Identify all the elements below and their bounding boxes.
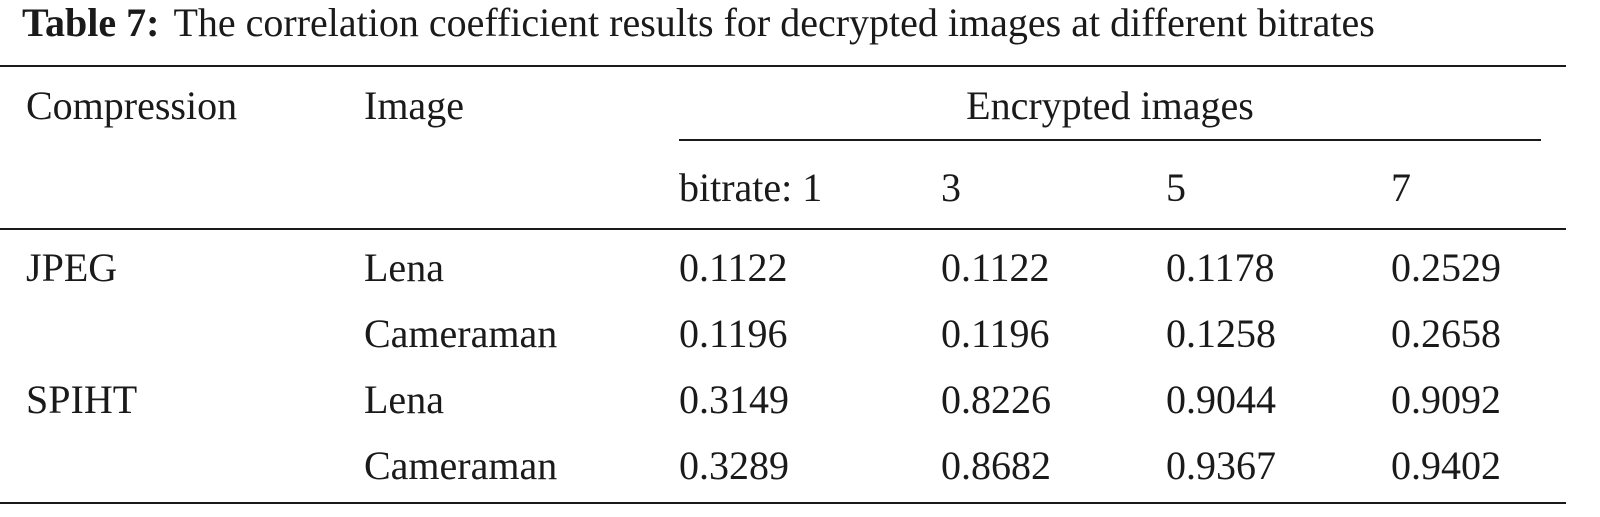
- row-4-image: Cameraman: [364, 443, 558, 488]
- header-encrypted-images: Encrypted images: [966, 83, 1254, 128]
- header-compression: Compression: [26, 83, 238, 128]
- row-3-image: Lena: [364, 377, 444, 422]
- row-2-bitrate-3: 0.1196: [941, 311, 1050, 356]
- top-rule: [0, 65, 1566, 67]
- header-bitrate-7: 7: [1391, 165, 1411, 210]
- caption-label: Table 7:: [22, 0, 160, 45]
- group-subrule: [679, 139, 1541, 141]
- header-bitrate-3: 3: [941, 165, 961, 210]
- row-2-bitrate-7: 0.2658: [1391, 311, 1501, 356]
- row-4-bitrate-1: 0.3289: [679, 443, 789, 488]
- row-1-bitrate-5: 0.1178: [1166, 245, 1275, 290]
- header-bitrate-1: bitrate: 1: [679, 165, 823, 210]
- row-4-bitrate-5: 0.9367: [1166, 443, 1276, 488]
- caption-text: The correlation coefficient results for …: [173, 0, 1375, 45]
- row-1-bitrate-3: 0.1122: [941, 245, 1050, 290]
- row-1-image: Lena: [364, 245, 444, 290]
- row-3-bitrate-7: 0.9092: [1391, 377, 1501, 422]
- row-4-bitrate-3: 0.8682: [941, 443, 1051, 488]
- table-caption: Table 7: The correlation coefficient resu…: [22, 0, 1375, 56]
- header-bitrate-5: 5: [1166, 165, 1186, 210]
- row-3-bitrate-5: 0.9044: [1166, 377, 1276, 422]
- row-2-image: Cameraman: [364, 311, 558, 356]
- row-3-bitrate-3: 0.8226: [941, 377, 1051, 422]
- row-3-bitrate-1: 0.3149: [679, 377, 789, 422]
- header-rule: [0, 228, 1566, 230]
- row-1-bitrate-1: 0.1122: [679, 245, 788, 290]
- header-image: Image: [364, 83, 464, 128]
- row-2-bitrate-5: 0.1258: [1166, 311, 1276, 356]
- row-1-compression: JPEG: [26, 245, 118, 290]
- row-4-bitrate-7: 0.9402: [1391, 443, 1501, 488]
- row-3-compression: SPIHT: [26, 377, 138, 422]
- bottom-rule: [0, 502, 1566, 504]
- row-1-bitrate-7: 0.2529: [1391, 245, 1501, 290]
- row-2-bitrate-1: 0.1196: [679, 311, 788, 356]
